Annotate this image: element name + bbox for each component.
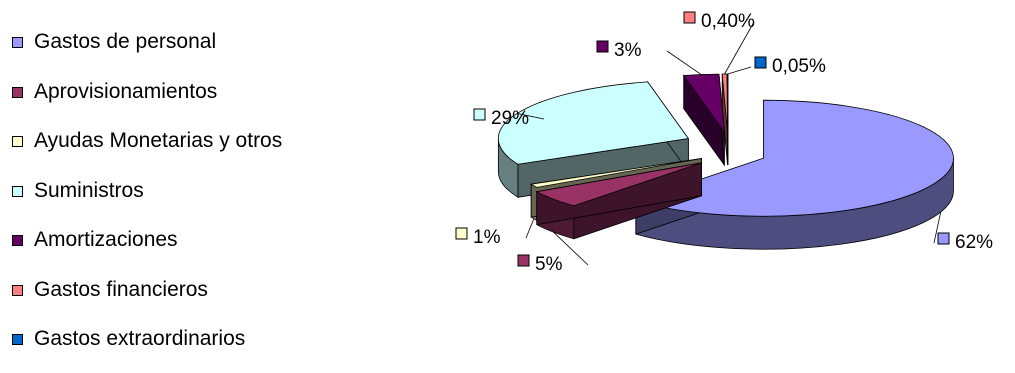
chart-legend: Gastos de personal Aprovisionamientos Ay… xyxy=(12,26,372,373)
data-label-text: 62% xyxy=(955,232,993,253)
pie-slice-aprovisionamientos xyxy=(535,162,702,240)
legend-label: Amortizaciones xyxy=(34,228,178,251)
legend-item-gastos-extraordinarios: Gastos extraordinarios xyxy=(12,323,372,373)
pie-slice-top xyxy=(682,73,725,134)
data-label-swatch xyxy=(754,56,767,69)
legend-swatch xyxy=(12,334,23,345)
pie-slice-top xyxy=(634,99,954,217)
data-label-text: 0,40% xyxy=(701,11,755,32)
data-label-swatch xyxy=(455,227,468,240)
data-label-text: 5% xyxy=(535,254,563,275)
data-label-gastos-financieros: 0,40% xyxy=(683,11,755,75)
data-label-text: 1% xyxy=(473,227,501,248)
legend-label: Gastos de personal xyxy=(34,30,217,53)
data-label-ayudas-monetarias-y-otros: 1% xyxy=(455,218,535,248)
data-label-swatch xyxy=(517,254,530,267)
data-label-aprovisionamientos: 5% xyxy=(517,231,589,275)
legend-swatch xyxy=(12,37,23,48)
pie-slice-amortizaciones xyxy=(682,73,725,167)
legend-item-ayudas-monetarias: Ayudas Monetarias y otros xyxy=(12,125,372,175)
data-label-gastos-extraordinarios: 0,05% xyxy=(727,56,826,77)
pie-chart: 62% 5% 1% 29% 3% 0,40% 0,05% xyxy=(455,11,993,275)
data-label-gastos-de-personal: 62% xyxy=(933,212,993,253)
legend-swatch xyxy=(12,284,23,296)
data-label-swatch xyxy=(937,232,950,245)
data-label-amortizaciones: 3% xyxy=(596,40,702,75)
data-label-swatch xyxy=(473,108,486,121)
pie-slice-suministros xyxy=(497,80,690,198)
legend-label: Ayudas Monetarias y otros xyxy=(34,129,283,152)
legend-label: Aprovisionamientos xyxy=(34,79,218,103)
leader-line xyxy=(727,66,752,75)
leader-line xyxy=(525,218,535,239)
legend-item-aprovisionamientos: Aprovisionamientos xyxy=(12,76,372,126)
legend-swatch xyxy=(12,235,23,246)
pie-slice-top xyxy=(535,162,702,207)
legend-label: Suministros xyxy=(34,178,144,202)
leader-line xyxy=(666,50,702,75)
legend-swatch xyxy=(12,86,23,98)
pie-slice-gastos-financieros xyxy=(721,73,728,166)
legend-label: Gastos financieros xyxy=(34,277,208,301)
data-label-suministros: 29% xyxy=(473,108,545,129)
leader-line xyxy=(724,21,755,75)
leader-line xyxy=(517,113,545,120)
data-label-text: 0,05% xyxy=(772,56,826,77)
legend-label: Gastos extraordinarios xyxy=(34,327,246,350)
leader-line xyxy=(933,212,942,244)
legend-item-gastos-financieros: Gastos financieros xyxy=(12,274,372,324)
data-label-swatch xyxy=(683,11,696,24)
leader-line xyxy=(553,231,589,266)
legend-item-suministros: Suministros xyxy=(12,175,372,225)
legend-swatch xyxy=(12,136,23,147)
data-label-text: 3% xyxy=(614,40,642,61)
data-label-swatch xyxy=(596,40,609,53)
data-label-text: 29% xyxy=(491,108,529,129)
legend-item-amortizaciones: Amortizaciones xyxy=(12,224,372,274)
legend-swatch xyxy=(12,185,23,197)
legend-item-gastos-de-personal: Gastos de personal xyxy=(12,26,372,76)
pie-slice-top xyxy=(530,158,702,188)
